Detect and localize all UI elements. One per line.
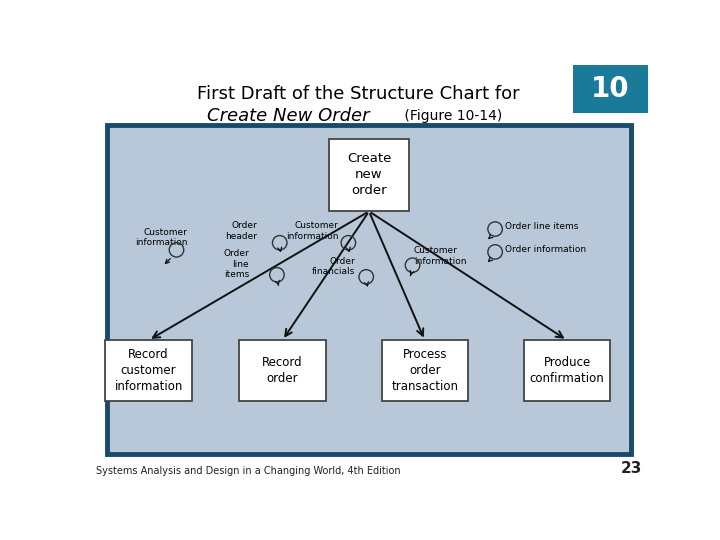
Text: Order information: Order information: [505, 245, 585, 254]
Bar: [105, 340, 192, 401]
Bar: [328, 139, 410, 211]
Text: Customer
information: Customer information: [413, 246, 466, 266]
Bar: [239, 340, 325, 401]
Text: Produce
confirmation: Produce confirmation: [530, 356, 605, 385]
Text: 10: 10: [590, 75, 629, 103]
Text: Customer
information: Customer information: [286, 221, 338, 241]
Text: Systems Analysis and Design in a Changing World, 4th Edition: Systems Analysis and Design in a Changin…: [96, 465, 400, 476]
Text: Order
line
items: Order line items: [223, 249, 249, 279]
Bar: [524, 340, 611, 401]
Bar: [382, 340, 468, 401]
Text: (Figure 10-14): (Figure 10-14): [400, 109, 502, 123]
Text: First Draft of the Structure Chart for: First Draft of the Structure Chart for: [197, 85, 519, 103]
Text: Order
header: Order header: [225, 221, 258, 241]
Text: 23: 23: [621, 461, 642, 476]
Bar: [572, 65, 648, 113]
Text: Order
financials: Order financials: [312, 256, 355, 276]
Text: Record
order: Record order: [262, 356, 303, 385]
Text: Create
new
order: Create new order: [347, 152, 391, 198]
Bar: [107, 125, 631, 454]
Text: Record
customer
information: Record customer information: [114, 348, 183, 393]
Text: Process
order
transaction: Process order transaction: [391, 348, 459, 393]
Text: Order line items: Order line items: [505, 222, 578, 232]
Text: Customer
information: Customer information: [135, 228, 188, 247]
Text: Create New Order: Create New Order: [207, 106, 369, 125]
